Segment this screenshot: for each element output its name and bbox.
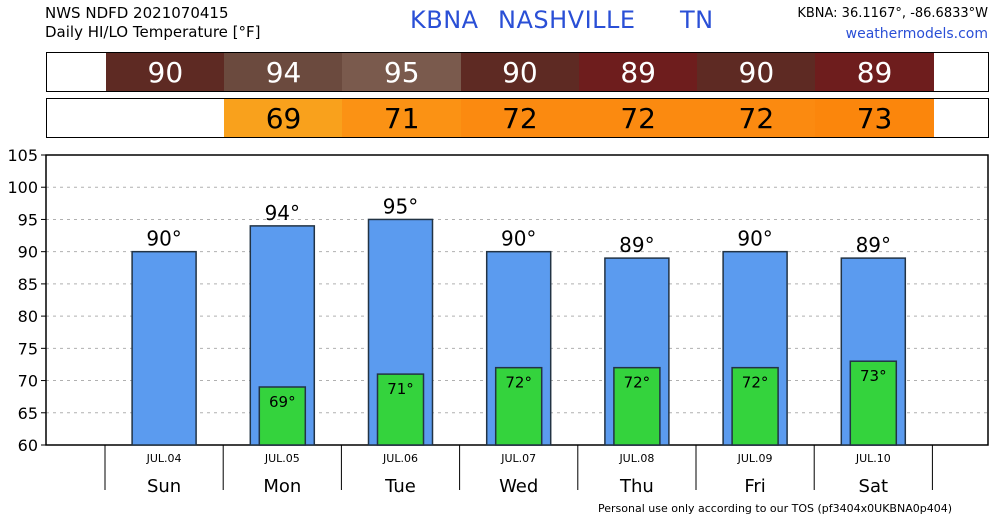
- hi-bar-label-3: 90°: [501, 227, 536, 251]
- station-id: KBNA: [410, 6, 479, 34]
- hi-temp-cell-1: 94: [224, 53, 343, 91]
- hi-bar-0: [131, 250, 197, 446]
- station-coords: KBNA: 36.1167°, -86.6833°W: [797, 6, 988, 21]
- date-label-0: JUL.04: [146, 452, 182, 465]
- day-label-6: Sat: [859, 476, 889, 497]
- y-tick-label-6: 90: [18, 243, 38, 262]
- day-label-0: Sun: [147, 476, 181, 497]
- y-tick-label-2: 70: [18, 372, 38, 391]
- day-label-2: Tue: [384, 476, 416, 497]
- hi-temp-cell-0: 90: [106, 53, 225, 91]
- y-tick-label-1: 65: [18, 404, 38, 423]
- lo-bar-label-4: 72°: [624, 374, 651, 392]
- hi-bar-label-1: 94°: [265, 201, 300, 225]
- date-label-2: JUL.06: [382, 452, 418, 465]
- footer-note: Personal use only according to our TOS (…: [598, 502, 952, 515]
- state-code: TN: [680, 6, 714, 34]
- date-label-6: JUL.10: [855, 452, 891, 465]
- lo-bar-2: [376, 373, 425, 446]
- hi-bar-label-5: 90°: [737, 227, 772, 251]
- lo-bar-4: [613, 366, 661, 446]
- date-label-5: JUL.09: [737, 452, 773, 465]
- model-run-label: NWS NDFD 2021070415: [45, 4, 229, 22]
- hi-bar-label-0: 90°: [146, 227, 181, 251]
- lo-bar-label-3: 72°: [505, 374, 532, 392]
- lo-bar-label-6: 73°: [860, 367, 887, 385]
- hi-bar-label-4: 89°: [619, 233, 654, 257]
- y-tick-label-8: 100: [7, 178, 38, 197]
- y-tick-label-5: 85: [18, 275, 38, 294]
- header-left: NWS NDFD 2021070415 Daily HI/LO Temperat…: [45, 4, 261, 42]
- lo-temp-cell-6: 73: [815, 99, 934, 137]
- lo-temp-cell-1: 69: [224, 99, 343, 137]
- lo-bar-label-1: 69°: [269, 393, 296, 411]
- product-label: Daily HI/LO Temperature [°F]: [45, 23, 261, 41]
- hi-bar-label-2: 95°: [383, 194, 418, 218]
- lo-bar-6: [849, 360, 898, 446]
- lo-temperature-strip: 69 71 72 72 72 73: [46, 98, 989, 138]
- day-label-3: Wed: [499, 476, 538, 497]
- hi-temperature-strip: 90 94 95 90 89 90 89: [46, 52, 989, 92]
- lo-temp-cell-2: 71: [342, 99, 462, 137]
- y-tick-label-0: 60: [18, 436, 38, 455]
- lo-bar-5: [731, 366, 779, 446]
- hi-bar-label-6: 89°: [856, 233, 891, 257]
- city-name: NASHVILLE: [498, 6, 636, 34]
- hi-temp-cell-4: 89: [578, 53, 698, 91]
- hi-temp-cell-2: 95: [342, 53, 462, 91]
- lo-temp-cell-3: 72: [460, 99, 580, 137]
- day-label-1: Mon: [263, 476, 301, 497]
- lo-bar-label-5: 72°: [742, 374, 769, 392]
- header-right: KBNA: 36.1167°, -86.6833°W weathermodels…: [797, 4, 988, 44]
- y-tick-label-7: 95: [18, 210, 38, 229]
- lo-bar-3: [494, 366, 543, 446]
- lo-bar-label-2: 71°: [387, 380, 414, 398]
- lo-temp-cell-4: 72: [578, 99, 698, 137]
- y-tick-label-3: 75: [18, 339, 38, 358]
- date-label-1: JUL.05: [264, 452, 300, 465]
- hi-temp-cell-6: 89: [815, 53, 934, 91]
- site-link[interactable]: weathermodels.com: [845, 26, 988, 42]
- day-label-4: Thu: [619, 476, 654, 497]
- hi-temp-cell-3: 90: [460, 53, 580, 91]
- hi-temp-cell-5: 90: [697, 53, 816, 91]
- y-tick-label-9: 105: [7, 146, 38, 165]
- day-label-5: Fri: [744, 476, 765, 497]
- lo-temp-cell-5: 72: [697, 99, 816, 137]
- date-label-4: JUL.08: [618, 452, 654, 465]
- y-tick-label-4: 80: [18, 307, 38, 326]
- date-label-3: JUL.07: [500, 452, 536, 465]
- lo-bar-1: [258, 386, 307, 446]
